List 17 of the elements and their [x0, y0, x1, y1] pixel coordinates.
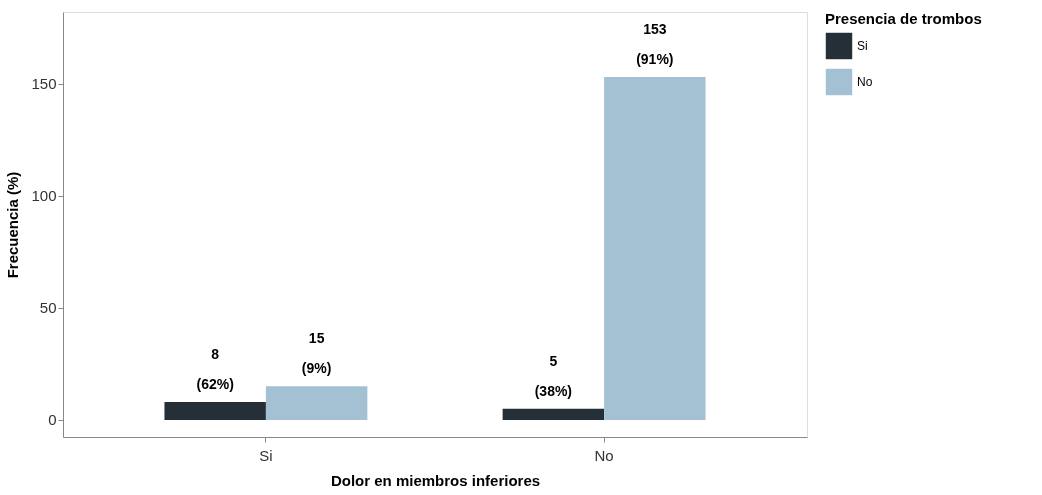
legend-title: Presencia de trombos — [825, 10, 982, 27]
data-label: 15 (9%) — [301, 330, 332, 377]
y-axis-title: Frecuencia (%) — [4, 171, 22, 279]
data-label: 153 (91%) — [636, 21, 674, 68]
data-label: 5 (38%) — [534, 352, 573, 399]
bar — [164, 402, 266, 420]
y-tick-label: 50 — [39, 299, 57, 317]
legend-label: Si — [857, 39, 868, 53]
y-tick-label: 0 — [48, 411, 57, 429]
y-tick-label: 100 — [31, 187, 57, 205]
bar — [265, 386, 368, 420]
y-tick-label: 150 — [31, 75, 57, 93]
x-axis-title: Dolor en miembros inferiores — [330, 471, 541, 489]
bar — [502, 408, 605, 420]
legend-label: No — [857, 75, 873, 89]
bar — [604, 77, 706, 420]
data-label: 8 (62%) — [196, 346, 234, 393]
